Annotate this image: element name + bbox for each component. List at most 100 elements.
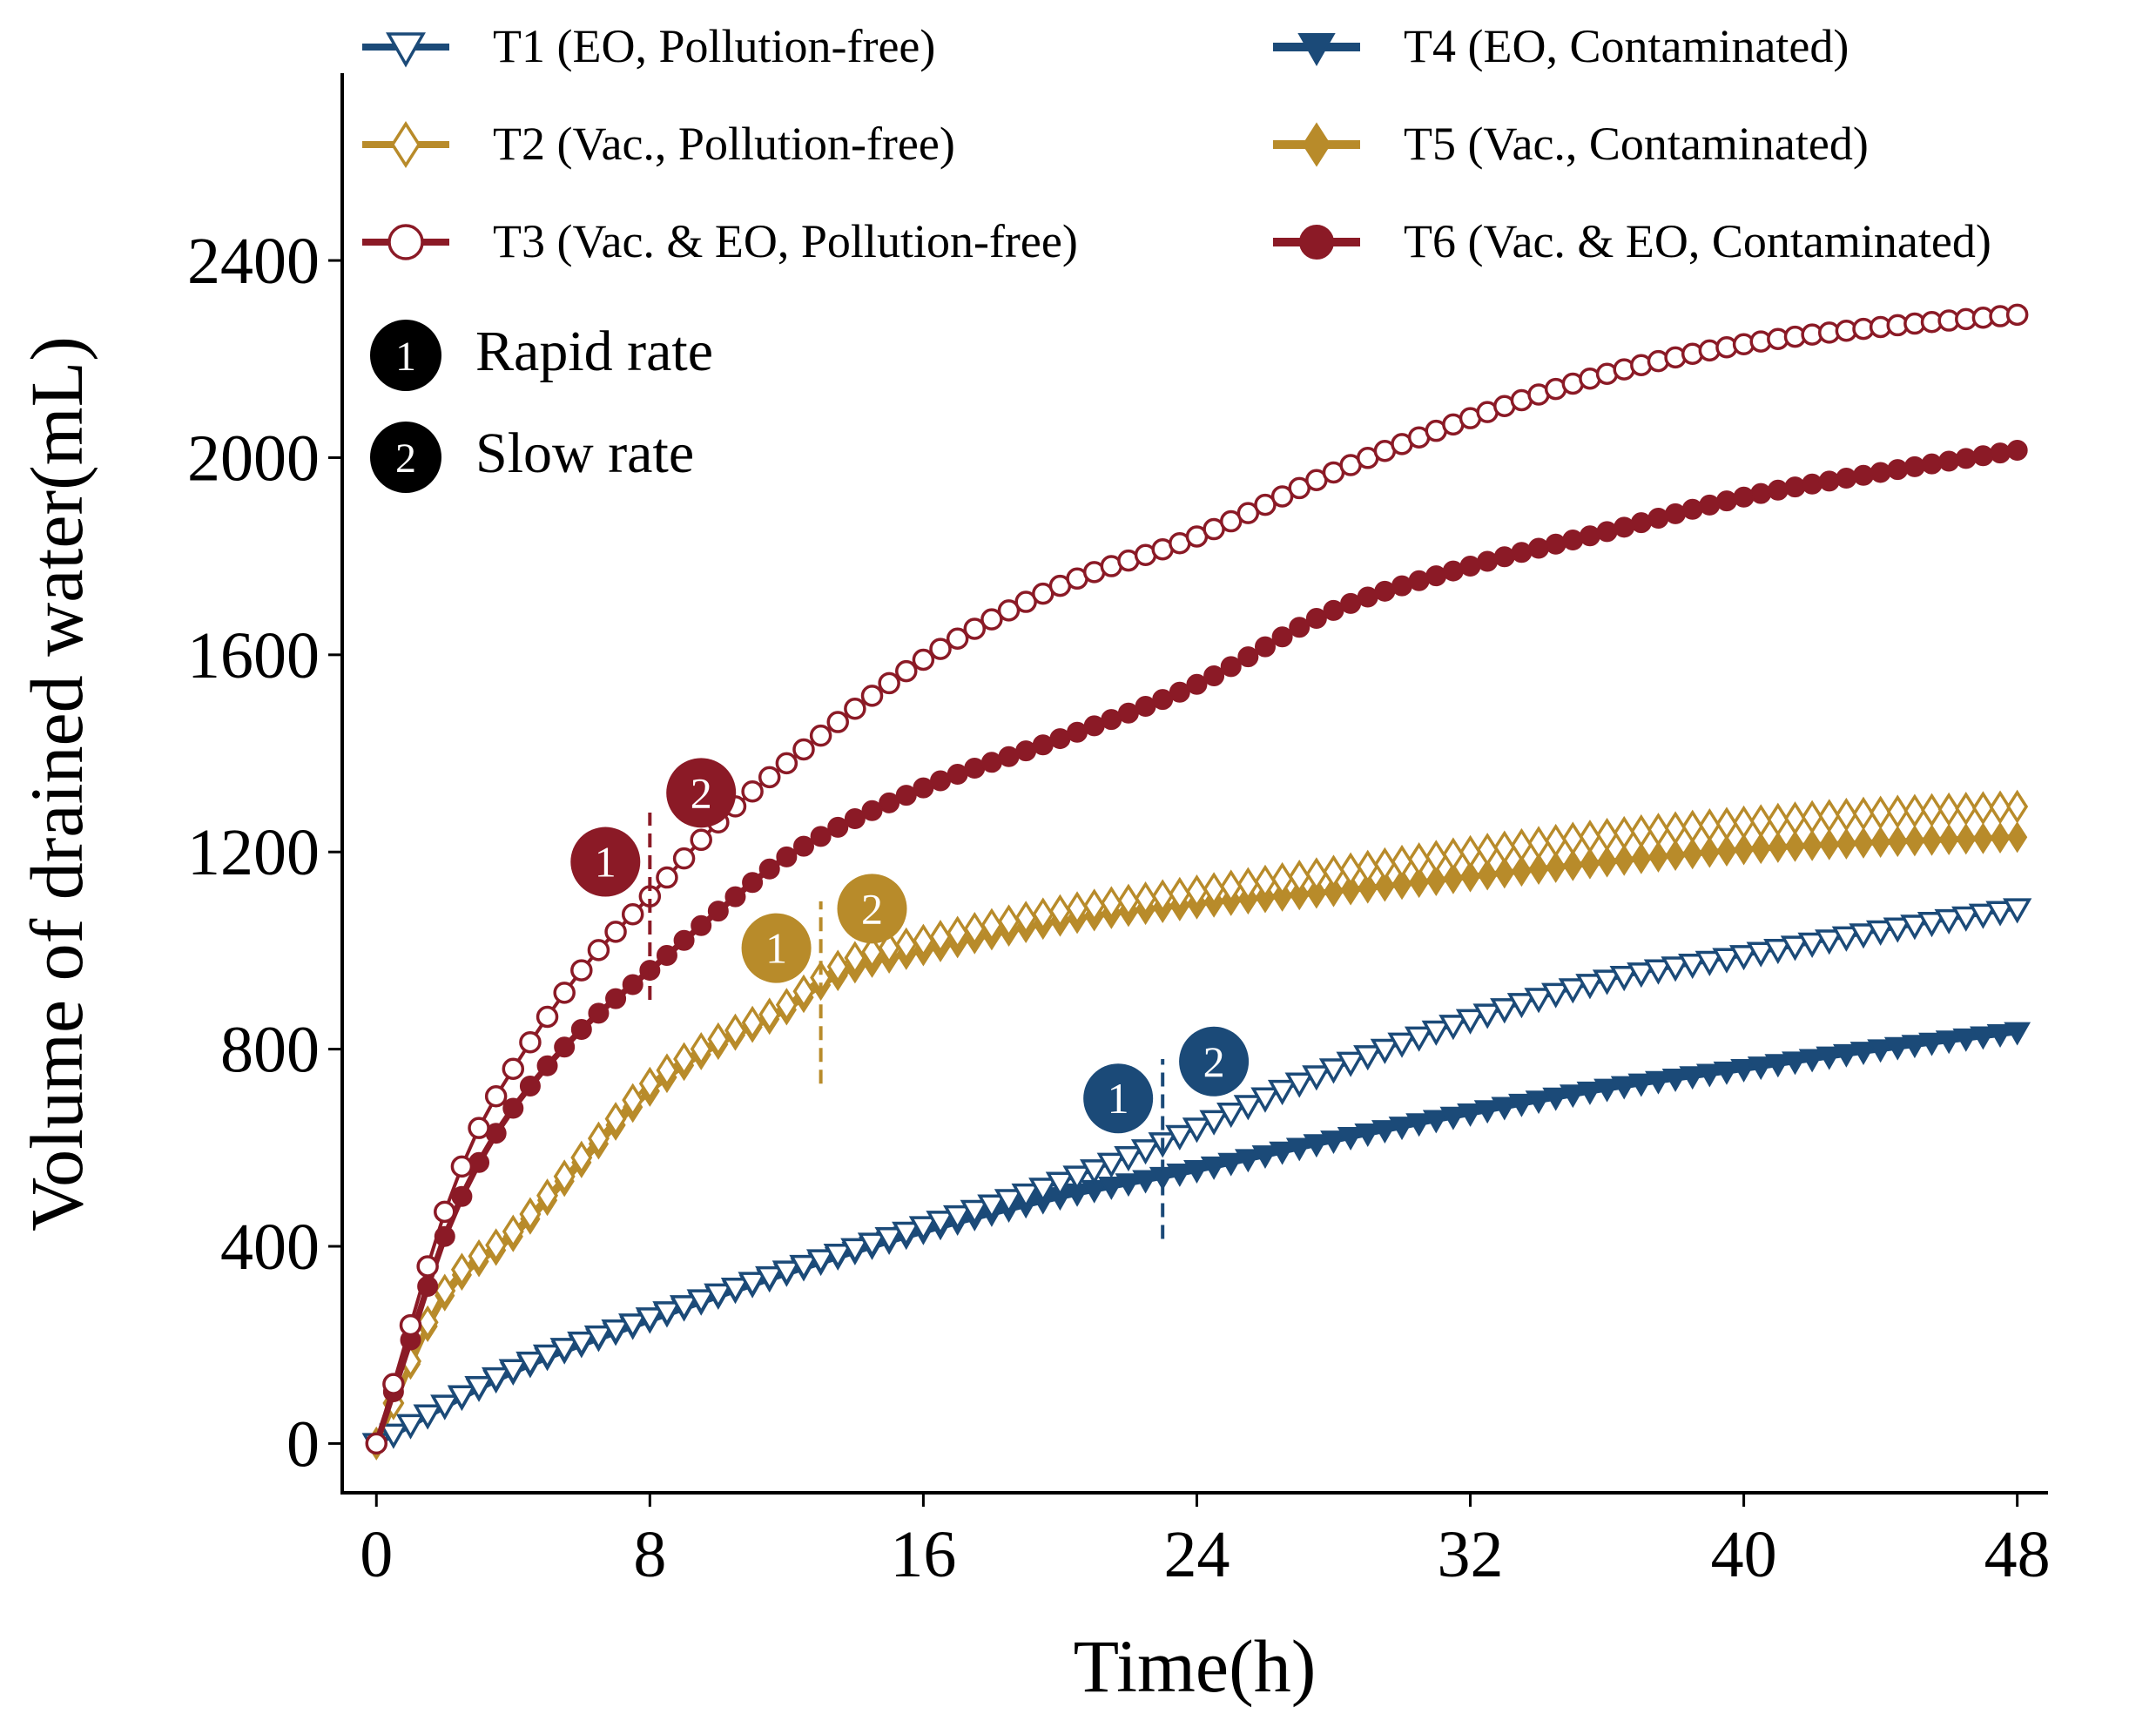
data-point xyxy=(960,1199,989,1225)
data-point xyxy=(1494,857,1515,889)
data-point xyxy=(1459,834,1482,869)
data-point xyxy=(704,1283,733,1309)
data-point xyxy=(498,1359,528,1385)
data-point xyxy=(929,638,952,660)
data-point xyxy=(1819,828,1840,860)
transition-marker-3: 12 xyxy=(1083,1026,1250,1239)
data-point xyxy=(1883,917,1912,943)
data-point xyxy=(977,1194,1007,1220)
data-point xyxy=(1816,1046,1843,1070)
data-point xyxy=(1712,948,1742,974)
data-point xyxy=(1768,831,1789,863)
data-point xyxy=(1797,932,1827,958)
data-point xyxy=(464,1375,494,1402)
data-point xyxy=(1763,938,1793,965)
data-point xyxy=(1870,462,1891,483)
data-point xyxy=(1318,1058,1349,1084)
data-point xyxy=(1028,1178,1058,1204)
data-point xyxy=(1425,840,1447,874)
data-point xyxy=(1373,847,1396,881)
data-point xyxy=(758,766,781,789)
data-point xyxy=(1405,1113,1433,1137)
legend-entry-5: T5 (Vac., Contaminated) xyxy=(1273,118,1869,170)
data-point xyxy=(1681,498,1703,520)
data-point xyxy=(1357,849,1379,884)
data-point xyxy=(1527,826,1550,860)
data-point xyxy=(635,1307,664,1333)
data-point xyxy=(519,1030,542,1054)
data-point xyxy=(861,800,883,821)
data-point xyxy=(1169,681,1190,703)
data-point xyxy=(1596,846,1618,878)
data-point xyxy=(1354,1124,1382,1147)
x-tick-label: 24 xyxy=(1163,1518,1230,1591)
data-point xyxy=(1853,464,1875,486)
data-point xyxy=(1955,448,1977,469)
data-point xyxy=(809,724,832,747)
data-point xyxy=(1422,1110,1450,1134)
series-layer xyxy=(361,303,2032,1461)
data-point xyxy=(673,1042,696,1076)
data-point xyxy=(1849,923,1878,949)
data-point xyxy=(622,974,643,995)
data-point xyxy=(1836,827,1856,860)
data-point xyxy=(1918,1032,1945,1056)
data-point xyxy=(1682,838,1703,870)
data-point xyxy=(1836,468,1857,489)
data-point xyxy=(861,935,883,969)
legend-marker-circle xyxy=(1299,225,1334,260)
data-point xyxy=(1970,1026,1997,1050)
legend-label: T4 (EO, Contaminated) xyxy=(1404,20,1849,72)
data-point xyxy=(1989,790,2011,825)
data-point xyxy=(840,1238,870,1264)
legend-label: T5 (Vac., Contaminated) xyxy=(1404,118,1869,170)
data-point xyxy=(484,1084,508,1108)
phase-badge-number: 2 xyxy=(1203,1037,1225,1086)
data-point xyxy=(1782,1051,1809,1076)
data-point xyxy=(1220,656,1242,678)
data-point xyxy=(776,846,798,867)
data-point xyxy=(2006,439,2028,461)
data-point xyxy=(1852,796,1875,831)
data-point xyxy=(604,1102,627,1137)
legend-entry-2: T2 (Vac., Pollution-free) xyxy=(362,118,955,170)
data-point xyxy=(1833,1043,1860,1068)
data-point xyxy=(1681,809,1704,844)
phase-badge-number: 2 xyxy=(691,768,712,817)
data-point xyxy=(792,835,814,857)
data-point xyxy=(1647,507,1669,529)
data-point xyxy=(1561,821,1584,856)
data-point xyxy=(1288,860,1310,894)
data-point xyxy=(707,901,729,922)
data-point xyxy=(1152,689,1174,711)
data-point xyxy=(583,1325,614,1352)
data-point xyxy=(1647,813,1669,847)
phase-badge-circle xyxy=(1179,1026,1250,1097)
data-point xyxy=(1986,1024,2014,1048)
data-point xyxy=(1733,805,1755,840)
data-point xyxy=(447,1385,477,1411)
data-point xyxy=(1593,1078,1620,1103)
data-point xyxy=(2004,1022,2031,1046)
data-point xyxy=(1694,950,1725,976)
transition-marker-2: 12 xyxy=(741,874,907,1084)
data-point xyxy=(1339,852,1362,887)
phase-badge-circle xyxy=(837,874,907,944)
data-point xyxy=(755,1265,785,1292)
data-point xyxy=(1320,1130,1347,1154)
legend-label: T3 (Vac. & EO, Pollution-free) xyxy=(493,215,1078,267)
data-point xyxy=(1323,854,1344,889)
data-point xyxy=(1457,1103,1484,1127)
phase-badge-number: 2 xyxy=(861,884,883,933)
data-point xyxy=(1337,1127,1364,1151)
data-point xyxy=(638,1066,661,1101)
data-point xyxy=(1903,455,1925,477)
data-point xyxy=(1472,1003,1502,1029)
data-point xyxy=(963,617,987,640)
annotation-label: Rapid rate xyxy=(475,320,713,383)
data-point xyxy=(1627,1073,1655,1097)
data-point xyxy=(1728,945,1759,971)
legend-label: T6 (Vac. & EO, Contaminated) xyxy=(1404,215,1991,267)
data-point xyxy=(434,1273,456,1308)
